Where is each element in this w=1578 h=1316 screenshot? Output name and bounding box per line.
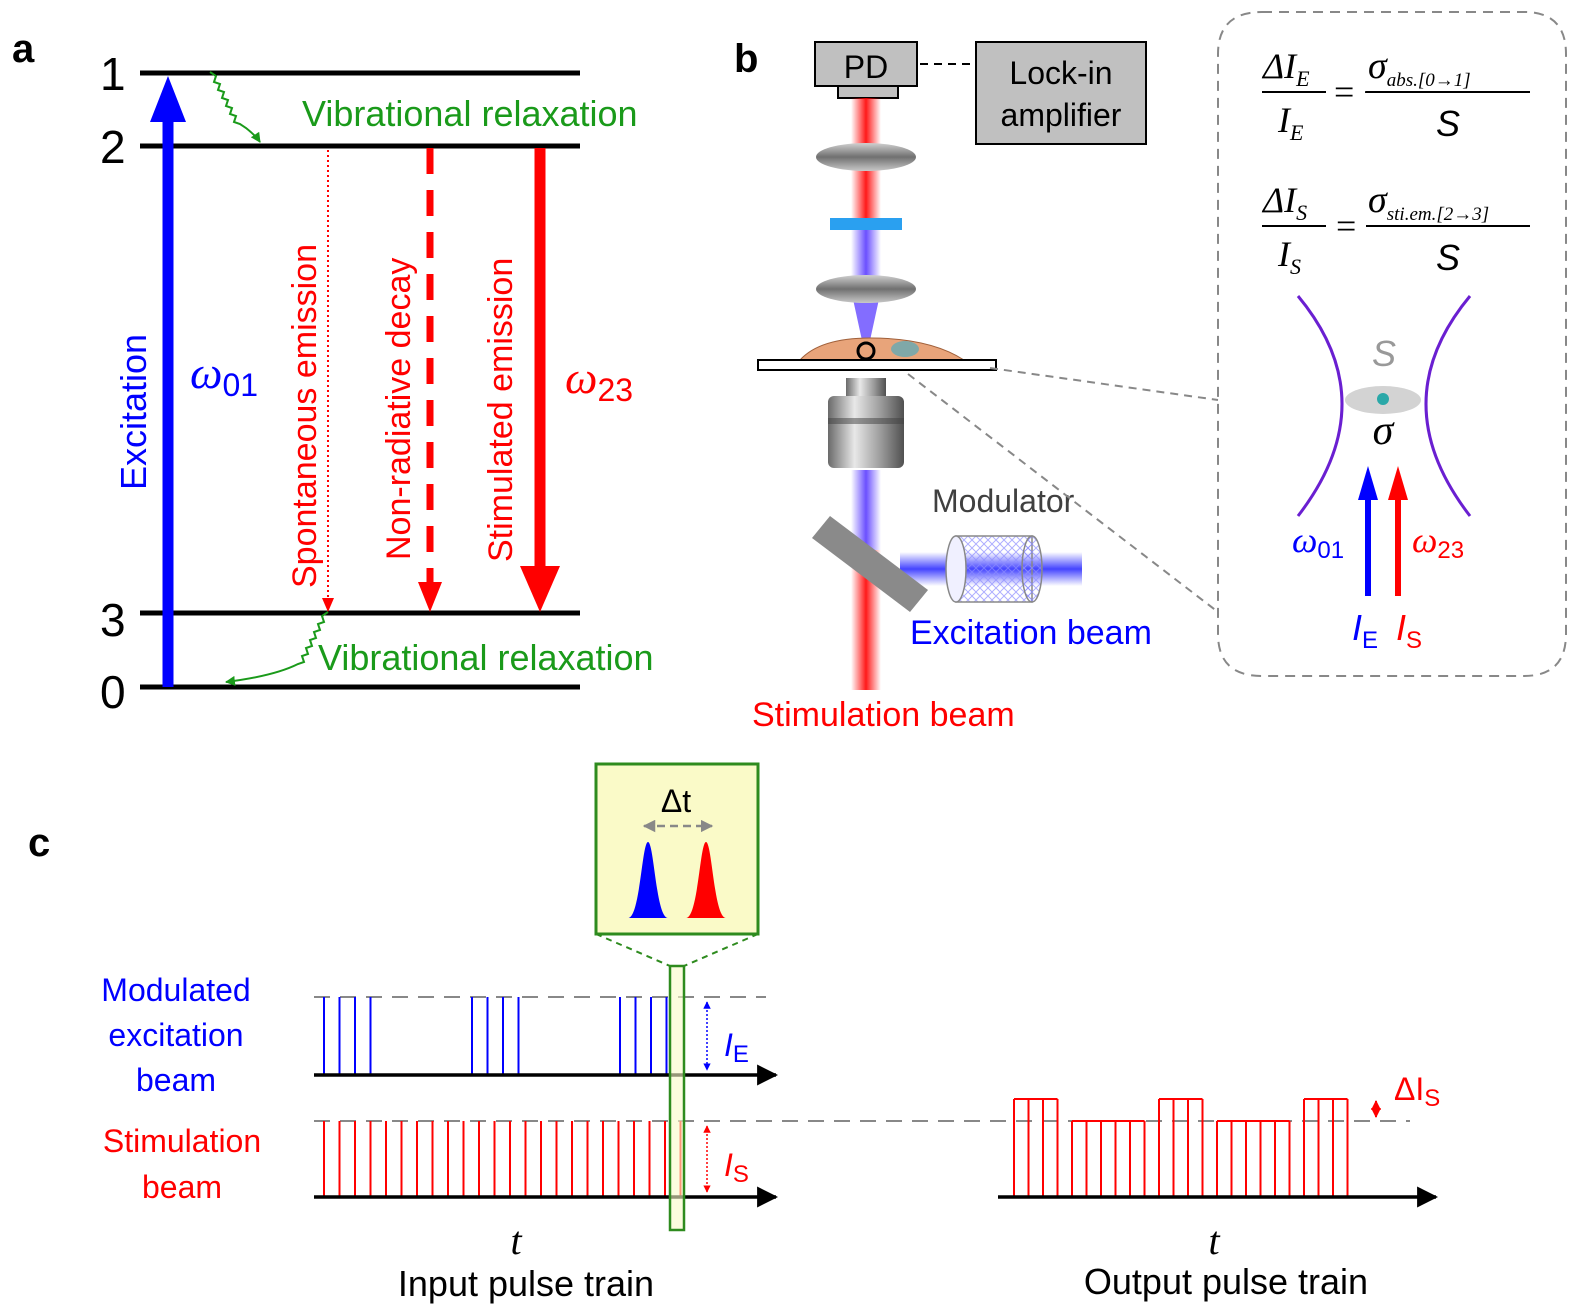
omega23-beam-arrowhead [1388, 466, 1408, 500]
eq2-numerator: ΔIS [1261, 180, 1307, 225]
eq2-denominator: IS [1277, 234, 1301, 279]
vib-relax-bottom-label: Vibrational relaxation [318, 637, 654, 678]
focus-sigma-label: σ [1373, 408, 1396, 454]
stimulated-emission-arrowhead [520, 566, 560, 612]
modulator-body [955, 535, 1033, 603]
vib-relax-top-label: Vibrational relaxation [302, 93, 638, 134]
panel-b-letter: b [734, 37, 758, 81]
vib-relax-top-squiggle [209, 71, 261, 143]
sample-cell [798, 337, 966, 361]
stim-label-1: Stimulation [103, 1123, 261, 1159]
vib-relax-bottom-squiggle [225, 611, 329, 686]
stimulation-pulses [323, 1121, 682, 1197]
time-window-marker [668, 964, 686, 1232]
molecule-dot [1377, 393, 1389, 405]
photodetector-base [837, 85, 899, 99]
modulator-label: Modulator [932, 483, 1075, 519]
zoom-callout-box [1217, 11, 1567, 677]
focus-IE-label: IE [1352, 607, 1378, 654]
nonradiative-decay-label: Non-radiative decay [380, 258, 418, 560]
output-pulse-train-label: Output pulse train [1084, 1261, 1368, 1302]
level-1-label: 1 [100, 48, 126, 100]
stim-label-2: beam [142, 1169, 222, 1205]
panel-b: b PD Lock-in amplifier [734, 11, 1567, 734]
stimulation-pulse-shape [686, 842, 726, 918]
filter [830, 218, 902, 230]
eq1-numerator: ΔIE [1261, 46, 1310, 91]
sample-slide [757, 359, 997, 371]
delay-inset-box [594, 762, 760, 936]
lockin-amplifier-box [975, 41, 1147, 145]
objective-band [828, 418, 904, 424]
focus-IS-label: IS [1396, 607, 1422, 654]
omega-01-label: ω01 [190, 347, 258, 403]
inset-connector-left [595, 933, 671, 967]
IE-label: IE [724, 1027, 749, 1068]
nonradiative-decay-arrowhead [418, 582, 442, 612]
beam-waist-right [1424, 295, 1472, 517]
inset-connector-right [683, 933, 759, 967]
photodetector-box [814, 41, 918, 87]
stimulated-emission-label: Stimulated emission [482, 258, 520, 562]
output-pulses [1013, 1098, 1349, 1197]
delta-t-label: Δt [661, 783, 691, 819]
IS-label: IS [724, 1147, 749, 1188]
equation-1: ΔIE IE = − σabs.[0→1] S [1261, 45, 1530, 145]
eq1-S: S [1436, 103, 1460, 144]
omega-23-label: ω23 [565, 352, 633, 408]
excitation-arrowhead [150, 76, 186, 122]
eq2-equals: = [1336, 206, 1356, 246]
upper-lens [816, 143, 916, 171]
excitation-beam-label: Excitation beam [910, 614, 1152, 652]
zoom-line-lower [907, 373, 1219, 613]
focused-beam-cone [851, 290, 881, 345]
omega01-beam-arrowhead [1358, 466, 1378, 500]
eq1-denominator: IE [1277, 100, 1304, 145]
objective-tip [846, 378, 886, 396]
mod-label-3: beam [136, 1062, 216, 1098]
input-pulse-train-label: Input pulse train [398, 1263, 654, 1304]
excitation-label: Excitation [113, 334, 154, 490]
modulator-front [945, 535, 967, 603]
eq2-S: S [1436, 237, 1460, 278]
zoom-line-upper [989, 367, 1219, 401]
lower-lens [816, 275, 916, 303]
lockin-line-2: amplifier [1001, 97, 1122, 133]
panel-a: a 1 2 3 0 Excitation ω01 Vibrational rel… [12, 27, 654, 718]
level-0-label: 0 [100, 666, 126, 718]
excitation-pulses [323, 997, 668, 1075]
level-2-label: 2 [100, 121, 126, 173]
objective-body [828, 396, 904, 468]
mod-label-2: excitation [108, 1017, 243, 1053]
delta-IS-label: ΔIS [1394, 1071, 1440, 1112]
stimulation-beam-label: Stimulation beam [752, 696, 1015, 734]
equation-2: ΔIS IS = σsti.em.[2→3] S [1261, 179, 1530, 279]
input-t-label: t [510, 1218, 522, 1263]
mod-label-1: Modulated [101, 972, 250, 1008]
spontaneous-emission-arrowhead [322, 598, 334, 612]
lockin-line-1: Lock-in [1009, 55, 1112, 91]
dichroic-mirror [812, 516, 928, 612]
eq1-sigma: σabs.[0→1] [1368, 45, 1471, 91]
modulator-back [1021, 535, 1043, 603]
level-3-label: 3 [100, 594, 126, 646]
eq2-sigma: σsti.em.[2→3] [1368, 179, 1489, 225]
sample-nucleus [891, 341, 919, 357]
beam-waist-left [1296, 295, 1344, 517]
spontaneous-emission-label: Spontaneous emission [286, 244, 324, 588]
focus-S-label: S [1372, 333, 1396, 374]
focus-omega01-label: ω01 [1292, 520, 1344, 564]
focus-omega23-label: ω23 [1412, 520, 1464, 564]
panel-c-letter: c [28, 821, 50, 865]
excitation-pulse-shape [628, 842, 668, 918]
output-t-label: t [1208, 1218, 1220, 1263]
photodetector-label: PD [844, 49, 888, 85]
panel-a-letter: a [12, 27, 35, 71]
panel-c: c Δt Modulated excitation beam Stimulati… [28, 762, 1440, 1304]
